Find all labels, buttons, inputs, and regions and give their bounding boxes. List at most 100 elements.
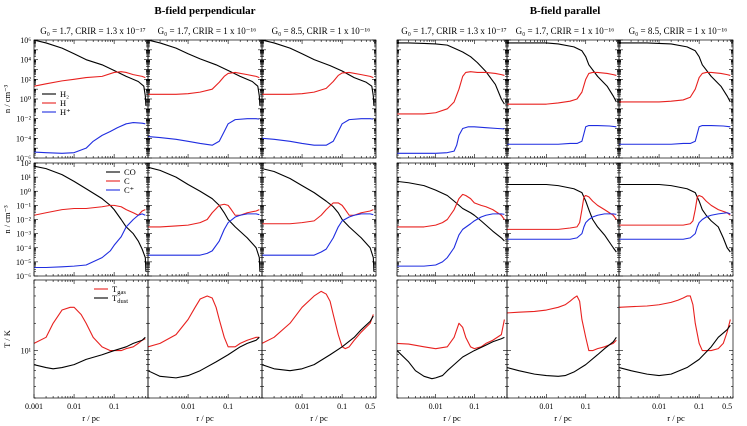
series-line-red xyxy=(397,319,505,350)
panel-frame xyxy=(261,279,377,399)
series-line-red xyxy=(507,194,617,230)
panel-r1-c3 xyxy=(261,39,377,159)
panel-r2-c4 xyxy=(396,162,508,277)
panel-frame xyxy=(506,39,620,159)
column-title-6: G₀ = 8.5, CRIR = 1 x 10⁻¹⁶ xyxy=(629,26,728,36)
y-axis-label-row-2: n / cm⁻³ xyxy=(2,205,12,234)
series-line-black xyxy=(262,168,375,272)
y-tick-label: 10⁻⁴ xyxy=(16,244,31,253)
panel-frame xyxy=(618,162,734,277)
panel-r1-c4 xyxy=(396,39,508,159)
panel-frame xyxy=(33,279,149,399)
series-line-black xyxy=(507,42,617,103)
y-axis-label-row-3: T / K xyxy=(2,329,12,348)
panel-r3-c1 xyxy=(33,279,149,399)
panel-r3-c5 xyxy=(506,279,620,399)
series-line-red xyxy=(148,71,260,95)
y-tick-label: 10¹ xyxy=(21,347,32,356)
x-tick-label: 0.01 xyxy=(539,402,553,411)
panel-frame xyxy=(261,39,377,159)
panel-frame xyxy=(396,39,508,159)
series-line-blue xyxy=(34,213,146,269)
panel-r1-c1 xyxy=(33,39,149,159)
x-tick-label: 0.1 xyxy=(581,402,591,411)
series-line-black xyxy=(34,336,146,370)
series-line-blue xyxy=(148,118,260,146)
x-tick-label: 0.01 xyxy=(181,402,195,411)
series-line-black xyxy=(507,337,617,377)
column-title-4: G₀ = 1.7, CRIR = 1.3 x 10⁻¹⁷ xyxy=(401,26,506,36)
panel-r2-c5 xyxy=(506,162,620,277)
series-line-blue xyxy=(619,212,731,240)
y-tick-label: 10⁶ xyxy=(20,36,31,45)
column-title-2: G₀ = 1.7, CRIR = 1 x 10⁻¹⁶ xyxy=(158,26,257,36)
y-tick-label: 10⁰ xyxy=(20,95,31,104)
x-axis-label: r / pc xyxy=(196,413,214,423)
series-line-red xyxy=(397,71,505,115)
x-tick-label: 0.5 xyxy=(722,402,732,411)
panel-frame xyxy=(147,162,263,277)
series-line-blue xyxy=(397,213,505,267)
column-title-3: G₀ = 8.5, CRIR = 1 x 10⁻¹⁶ xyxy=(272,26,371,36)
x-tick-label: 0.5 xyxy=(365,402,375,411)
series-line-blue xyxy=(507,213,617,240)
y-tick-label: 10⁻² xyxy=(16,216,31,225)
series-line-black xyxy=(148,166,261,272)
series-line-black xyxy=(148,40,261,106)
series-line-red xyxy=(34,306,146,352)
y-tick-label: 10⁴ xyxy=(20,56,31,65)
series-line-red xyxy=(34,71,146,87)
y-tick-label: 10² xyxy=(21,75,32,84)
series-line-blue xyxy=(397,126,505,154)
panel-r2-c6 xyxy=(618,162,734,277)
panel-frame xyxy=(396,279,508,399)
panel-frame xyxy=(506,279,620,399)
series-line-black xyxy=(619,324,731,377)
x-axis-label: r / pc xyxy=(310,413,328,423)
panel-r2-c1 xyxy=(33,162,149,277)
series-line-black xyxy=(262,315,374,372)
series-line-red xyxy=(262,71,374,95)
legend-label: Tgas xyxy=(112,284,126,296)
series-line-black xyxy=(619,183,731,253)
panel-frame xyxy=(33,39,149,159)
series-line-blue xyxy=(262,213,374,256)
series-line-black xyxy=(34,40,147,106)
y-tick-label: 10⁻⁴ xyxy=(16,134,31,143)
panel-r2-c2 xyxy=(147,162,263,277)
series-line-blue xyxy=(507,124,617,145)
y-tick-label: 10² xyxy=(21,159,32,168)
legend-label: H₂ xyxy=(60,89,69,99)
x-tick-label: 0.1 xyxy=(694,402,704,411)
x-tick-label: 0.1 xyxy=(109,402,119,411)
series-line-red xyxy=(619,194,731,226)
y-tick-label: 10⁰ xyxy=(20,187,31,196)
x-tick-label: 0.001 xyxy=(25,402,43,411)
panel-r3-c2 xyxy=(147,279,263,399)
x-tick-label: 0.1 xyxy=(337,402,347,411)
legend-label: H⁺ xyxy=(60,107,71,117)
y-tick-label: 10⁻⁵ xyxy=(16,258,31,267)
panel-frame xyxy=(618,279,734,399)
series-line-black xyxy=(34,165,147,272)
panel-frame xyxy=(396,162,508,277)
column-title-5: G₀ = 1.7, CRIR = 1 x 10⁻¹⁶ xyxy=(516,26,615,36)
panel-frame xyxy=(261,162,377,277)
legend-label: H xyxy=(60,98,66,108)
panel-r1-c2 xyxy=(147,39,263,159)
y-tick-label: 10⁻³ xyxy=(16,230,31,239)
series-line-black xyxy=(507,183,617,253)
x-axis-label: r / pc xyxy=(554,413,572,423)
series-line-red xyxy=(507,71,617,105)
legend-label: C xyxy=(124,176,130,186)
series-line-black xyxy=(397,42,505,105)
series-line-black xyxy=(397,336,505,380)
x-tick-label: 0.01 xyxy=(652,402,666,411)
series-line-black xyxy=(262,40,375,106)
x-tick-label: 0.01 xyxy=(429,402,443,411)
series-line-red xyxy=(397,193,505,228)
panel-frame xyxy=(147,279,263,399)
